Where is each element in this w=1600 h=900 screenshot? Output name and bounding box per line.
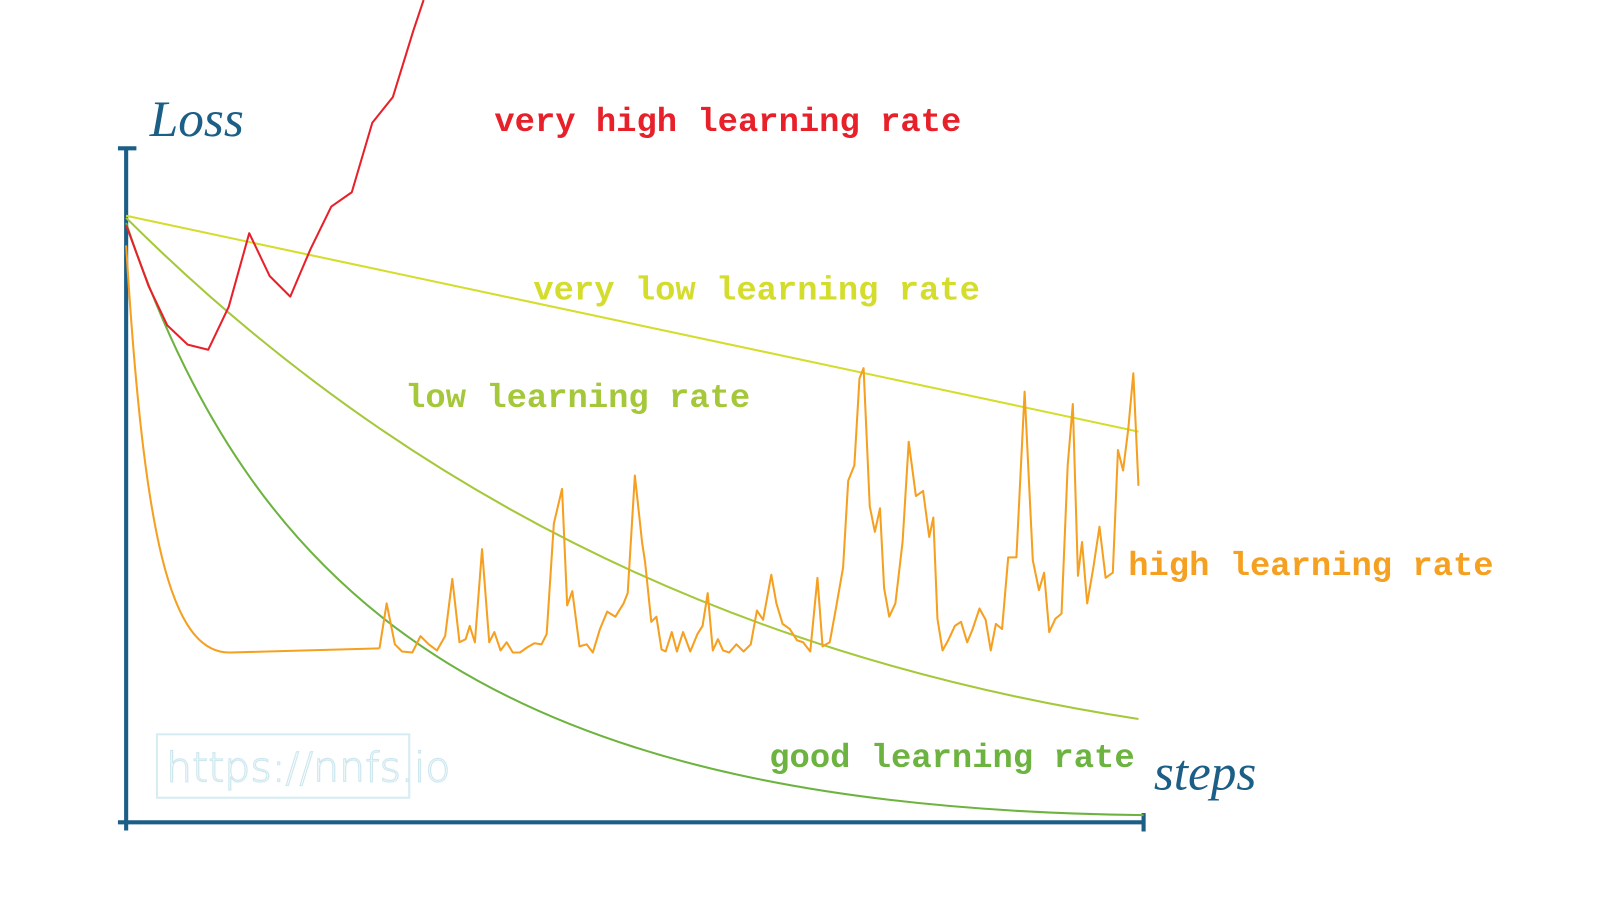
curve-label: very high learning rate [494, 104, 961, 142]
watermark: https://nnfs.io [166, 743, 450, 791]
very-high-curve [125, 0, 425, 351]
curve-label: low learning rate [405, 380, 750, 418]
good-curve [125, 222, 1144, 817]
curve-label: very low learning rate [533, 273, 980, 311]
curve-label: high learning rate [1128, 548, 1493, 586]
high-curve [378, 367, 1140, 654]
very-low-curve [125, 214, 1139, 433]
y-axis-label: Loss [149, 91, 244, 148]
low-curve [125, 217, 1139, 720]
curve-label: good learning rate [769, 740, 1134, 778]
x-axis-label: steps [1154, 745, 1257, 802]
watermark-box [155, 733, 411, 799]
high-curve-start [125, 245, 380, 654]
